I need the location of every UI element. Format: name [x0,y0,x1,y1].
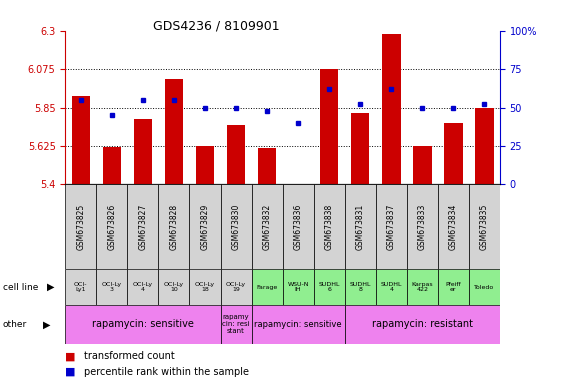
Bar [252,269,283,305]
Bar [97,269,127,305]
Text: percentile rank within the sample: percentile rank within the sample [84,367,249,377]
Bar [220,269,252,305]
Text: SUDHL
8: SUDHL 8 [349,281,371,293]
Bar [190,269,220,305]
Text: cell line: cell line [3,283,38,292]
Text: Pfeiff
er: Pfeiff er [445,281,461,293]
Text: GSM673837: GSM673837 [387,204,396,250]
Text: GSM673835: GSM673835 [480,204,489,250]
Bar [314,269,345,305]
Text: other: other [3,320,27,329]
Text: GSM673832: GSM673832 [262,204,272,250]
Text: OCI-Ly
4: OCI-Ly 4 [133,281,153,293]
Text: rapamy
cin: resi
stant: rapamy cin: resi stant [222,314,250,334]
Bar [220,305,252,344]
Bar [345,184,375,269]
Bar [103,147,121,184]
Bar [382,34,400,184]
Text: WSU-N
IH: WSU-N IH [287,281,309,293]
Bar [165,78,183,184]
Bar [469,184,500,269]
Text: rapamycin: resistant: rapamycin: resistant [371,319,473,329]
Text: rapamycin: sensitive: rapamycin: sensitive [92,319,194,329]
Bar [65,184,97,269]
Text: Karpas
422: Karpas 422 [411,281,433,293]
Bar [72,96,90,184]
Bar [127,269,158,305]
Bar [438,184,469,269]
Text: GDS4236 / 8109901: GDS4236 / 8109901 [153,19,279,32]
Text: GSM673826: GSM673826 [107,204,116,250]
Bar [375,184,407,269]
Bar [314,184,345,269]
Text: ▶: ▶ [43,319,50,329]
Bar [195,146,214,184]
Bar [351,113,369,184]
Text: SUDHL
4: SUDHL 4 [381,281,402,293]
Bar [345,269,375,305]
Bar [258,149,277,184]
Text: GSM673829: GSM673829 [201,204,210,250]
Text: GSM673828: GSM673828 [169,204,178,250]
Text: SUDHL
6: SUDHL 6 [319,281,340,293]
Text: OCI-Ly
19: OCI-Ly 19 [226,281,246,293]
Text: ▶: ▶ [47,282,54,292]
Bar [375,269,407,305]
Bar [438,269,469,305]
Bar [345,305,500,344]
Text: Farage: Farage [256,285,278,290]
Bar [65,305,220,344]
Text: ■: ■ [65,351,76,361]
Bar [127,184,158,269]
Bar [444,123,462,184]
Text: OCI-Ly
18: OCI-Ly 18 [195,281,215,293]
Bar [158,184,190,269]
Bar [469,269,500,305]
Bar [252,305,345,344]
Text: rapamycin: sensitive: rapamycin: sensitive [254,320,342,329]
Bar [220,184,252,269]
Text: OCI-Ly
3: OCI-Ly 3 [102,281,122,293]
Bar [65,269,97,305]
Bar [97,184,127,269]
Text: ■: ■ [65,367,76,377]
Text: GSM673838: GSM673838 [325,204,333,250]
Text: GSM673834: GSM673834 [449,204,458,250]
Text: Toledo: Toledo [474,285,495,290]
Text: OCI-
Ly1: OCI- Ly1 [74,281,87,293]
Text: transformed count: transformed count [84,351,175,361]
Text: GSM673825: GSM673825 [76,204,85,250]
Text: GSM673831: GSM673831 [356,204,365,250]
Bar [413,146,432,184]
Bar [133,119,152,184]
Bar [283,184,314,269]
Bar [190,184,220,269]
Bar [252,184,283,269]
Bar [475,108,494,184]
Bar [407,184,438,269]
Bar [158,269,190,305]
Bar [320,69,339,184]
Bar [227,124,245,184]
Bar [283,269,314,305]
Text: GSM673830: GSM673830 [232,204,240,250]
Bar [407,269,438,305]
Text: GSM673833: GSM673833 [417,204,427,250]
Text: OCI-Ly
10: OCI-Ly 10 [164,281,184,293]
Text: GSM673836: GSM673836 [294,204,303,250]
Text: GSM673827: GSM673827 [139,204,148,250]
